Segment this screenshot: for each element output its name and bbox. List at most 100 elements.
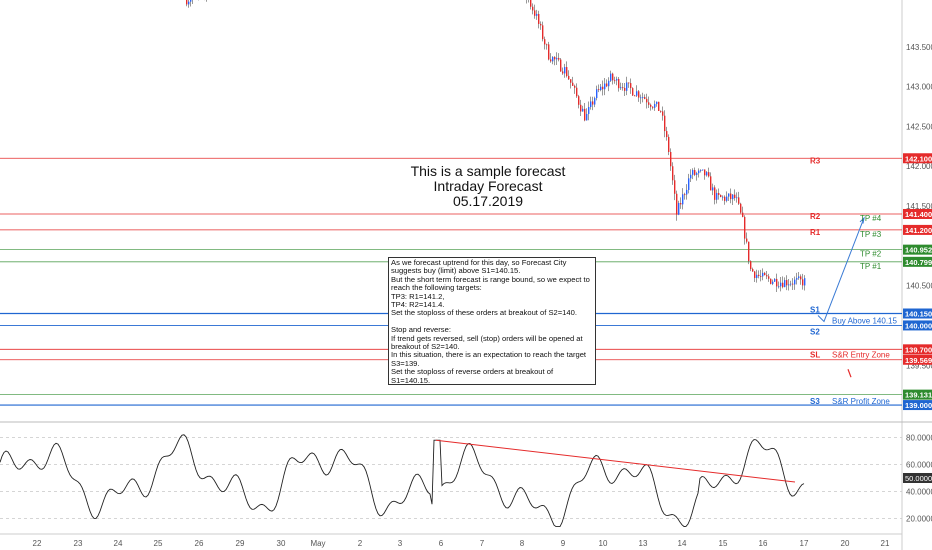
candle-body	[698, 170, 700, 174]
price-tag-bg	[903, 389, 932, 400]
price-tick: 141.500	[906, 202, 932, 211]
price-tick: 142.000	[906, 162, 932, 171]
projection-arrowhead	[859, 216, 865, 224]
candle-body	[752, 269, 754, 272]
candle-body	[772, 281, 774, 284]
candle-body	[778, 286, 780, 288]
candle-body	[716, 192, 718, 200]
candle-body	[754, 271, 756, 278]
candle-body	[648, 102, 650, 105]
candle-body	[664, 115, 666, 132]
time-tick: 10	[599, 539, 608, 548]
oscillator-tick: 60.0000	[906, 461, 932, 470]
candle-body	[584, 108, 586, 121]
level-label: S1	[810, 306, 820, 315]
time-tick: 29	[236, 539, 245, 548]
candle-body	[794, 279, 796, 285]
candle-body	[640, 97, 642, 99]
candle-body	[608, 80, 610, 87]
candle-body	[688, 178, 690, 190]
target-label: TP #2	[860, 250, 882, 259]
candle-body	[680, 202, 682, 205]
price-tag-bg	[903, 244, 932, 255]
projection-up-arrow	[817, 217, 865, 323]
candle-body	[644, 97, 646, 99]
candle-body	[582, 108, 584, 112]
candle-body	[596, 89, 598, 99]
candle-body	[536, 13, 538, 16]
candle-body	[650, 104, 652, 107]
candle-body	[676, 193, 678, 215]
candle-body	[666, 131, 668, 137]
time-tick: 14	[678, 539, 687, 548]
candle-body	[696, 173, 698, 175]
candle-body	[744, 216, 746, 239]
time-tick: 25	[154, 539, 163, 548]
candle-body	[758, 274, 760, 276]
candle-body	[654, 104, 656, 108]
candle-body	[742, 212, 744, 217]
time-tick: 17	[800, 539, 809, 548]
candle-body	[734, 194, 736, 199]
candle-body	[610, 73, 612, 81]
candle-body	[598, 89, 600, 91]
candle-body	[708, 172, 710, 177]
candle-body	[552, 57, 554, 62]
candle-body	[732, 194, 734, 200]
price-tag-bg	[903, 224, 932, 235]
time-tick: 21	[881, 539, 890, 548]
candle-body	[788, 284, 790, 286]
candle-body	[724, 196, 726, 201]
time-tick: 15	[719, 539, 728, 548]
candle-body	[642, 97, 644, 98]
candle-body	[620, 87, 622, 89]
price-tag-bg	[903, 320, 932, 331]
oscillator-value: 50.0000	[905, 474, 932, 483]
candle-body	[612, 73, 614, 81]
zone-label: Buy Above 140.15	[832, 316, 897, 325]
candle-body	[632, 88, 634, 96]
candle-body	[554, 57, 556, 60]
oscillator-trendline	[435, 439, 796, 483]
candle-body	[562, 71, 564, 74]
candle-body	[790, 283, 792, 285]
candle-body	[740, 203, 742, 213]
time-tick: 26	[195, 539, 204, 548]
zone-label: S&R Entry Zone	[832, 350, 890, 359]
candle-body	[746, 238, 748, 242]
candle-body	[646, 98, 648, 103]
candle-body	[768, 276, 770, 279]
candle-body	[588, 107, 590, 114]
time-tick: 7	[480, 539, 485, 548]
candle-body	[628, 82, 630, 84]
candle-body	[792, 283, 794, 285]
price-tag-bg	[903, 153, 932, 164]
candle-body	[738, 197, 740, 204]
price-tag-bg	[903, 400, 932, 411]
candle-body	[186, 0, 188, 5]
candle-body	[634, 95, 636, 97]
candle-body	[786, 280, 788, 286]
oscillator-tick: 20.0000	[906, 515, 932, 524]
price-tag-label: 141.200	[905, 226, 932, 235]
projection-arrows	[817, 216, 865, 378]
level-labels: R3 R2 R1 S1 S2 SL S3 TP #4 TP #3 TP #2 TP #1 Buy Ab…	[810, 156, 897, 406]
candle-body	[558, 57, 560, 60]
price-tag-label: 139.700	[905, 345, 932, 354]
candle-body	[682, 194, 684, 205]
price-tick: 143.500	[906, 43, 932, 52]
candle-body	[600, 86, 602, 91]
candle-body	[678, 202, 680, 215]
candle-body	[656, 101, 658, 105]
candle-body	[800, 276, 802, 280]
candle-body	[796, 278, 798, 280]
candle-body	[762, 272, 764, 277]
candle-body	[574, 85, 576, 88]
candle-body	[624, 87, 626, 91]
projection-down-arrow	[847, 369, 852, 378]
time-tick: 2	[358, 539, 363, 548]
oscillator-tick: 40.0000	[906, 488, 932, 497]
candle-body	[542, 25, 544, 40]
oscillator-axis-ticks: 80.0000 60.0000 40.0000 20.0000 50.0000	[903, 434, 932, 524]
time-tick: 24	[114, 539, 123, 548]
